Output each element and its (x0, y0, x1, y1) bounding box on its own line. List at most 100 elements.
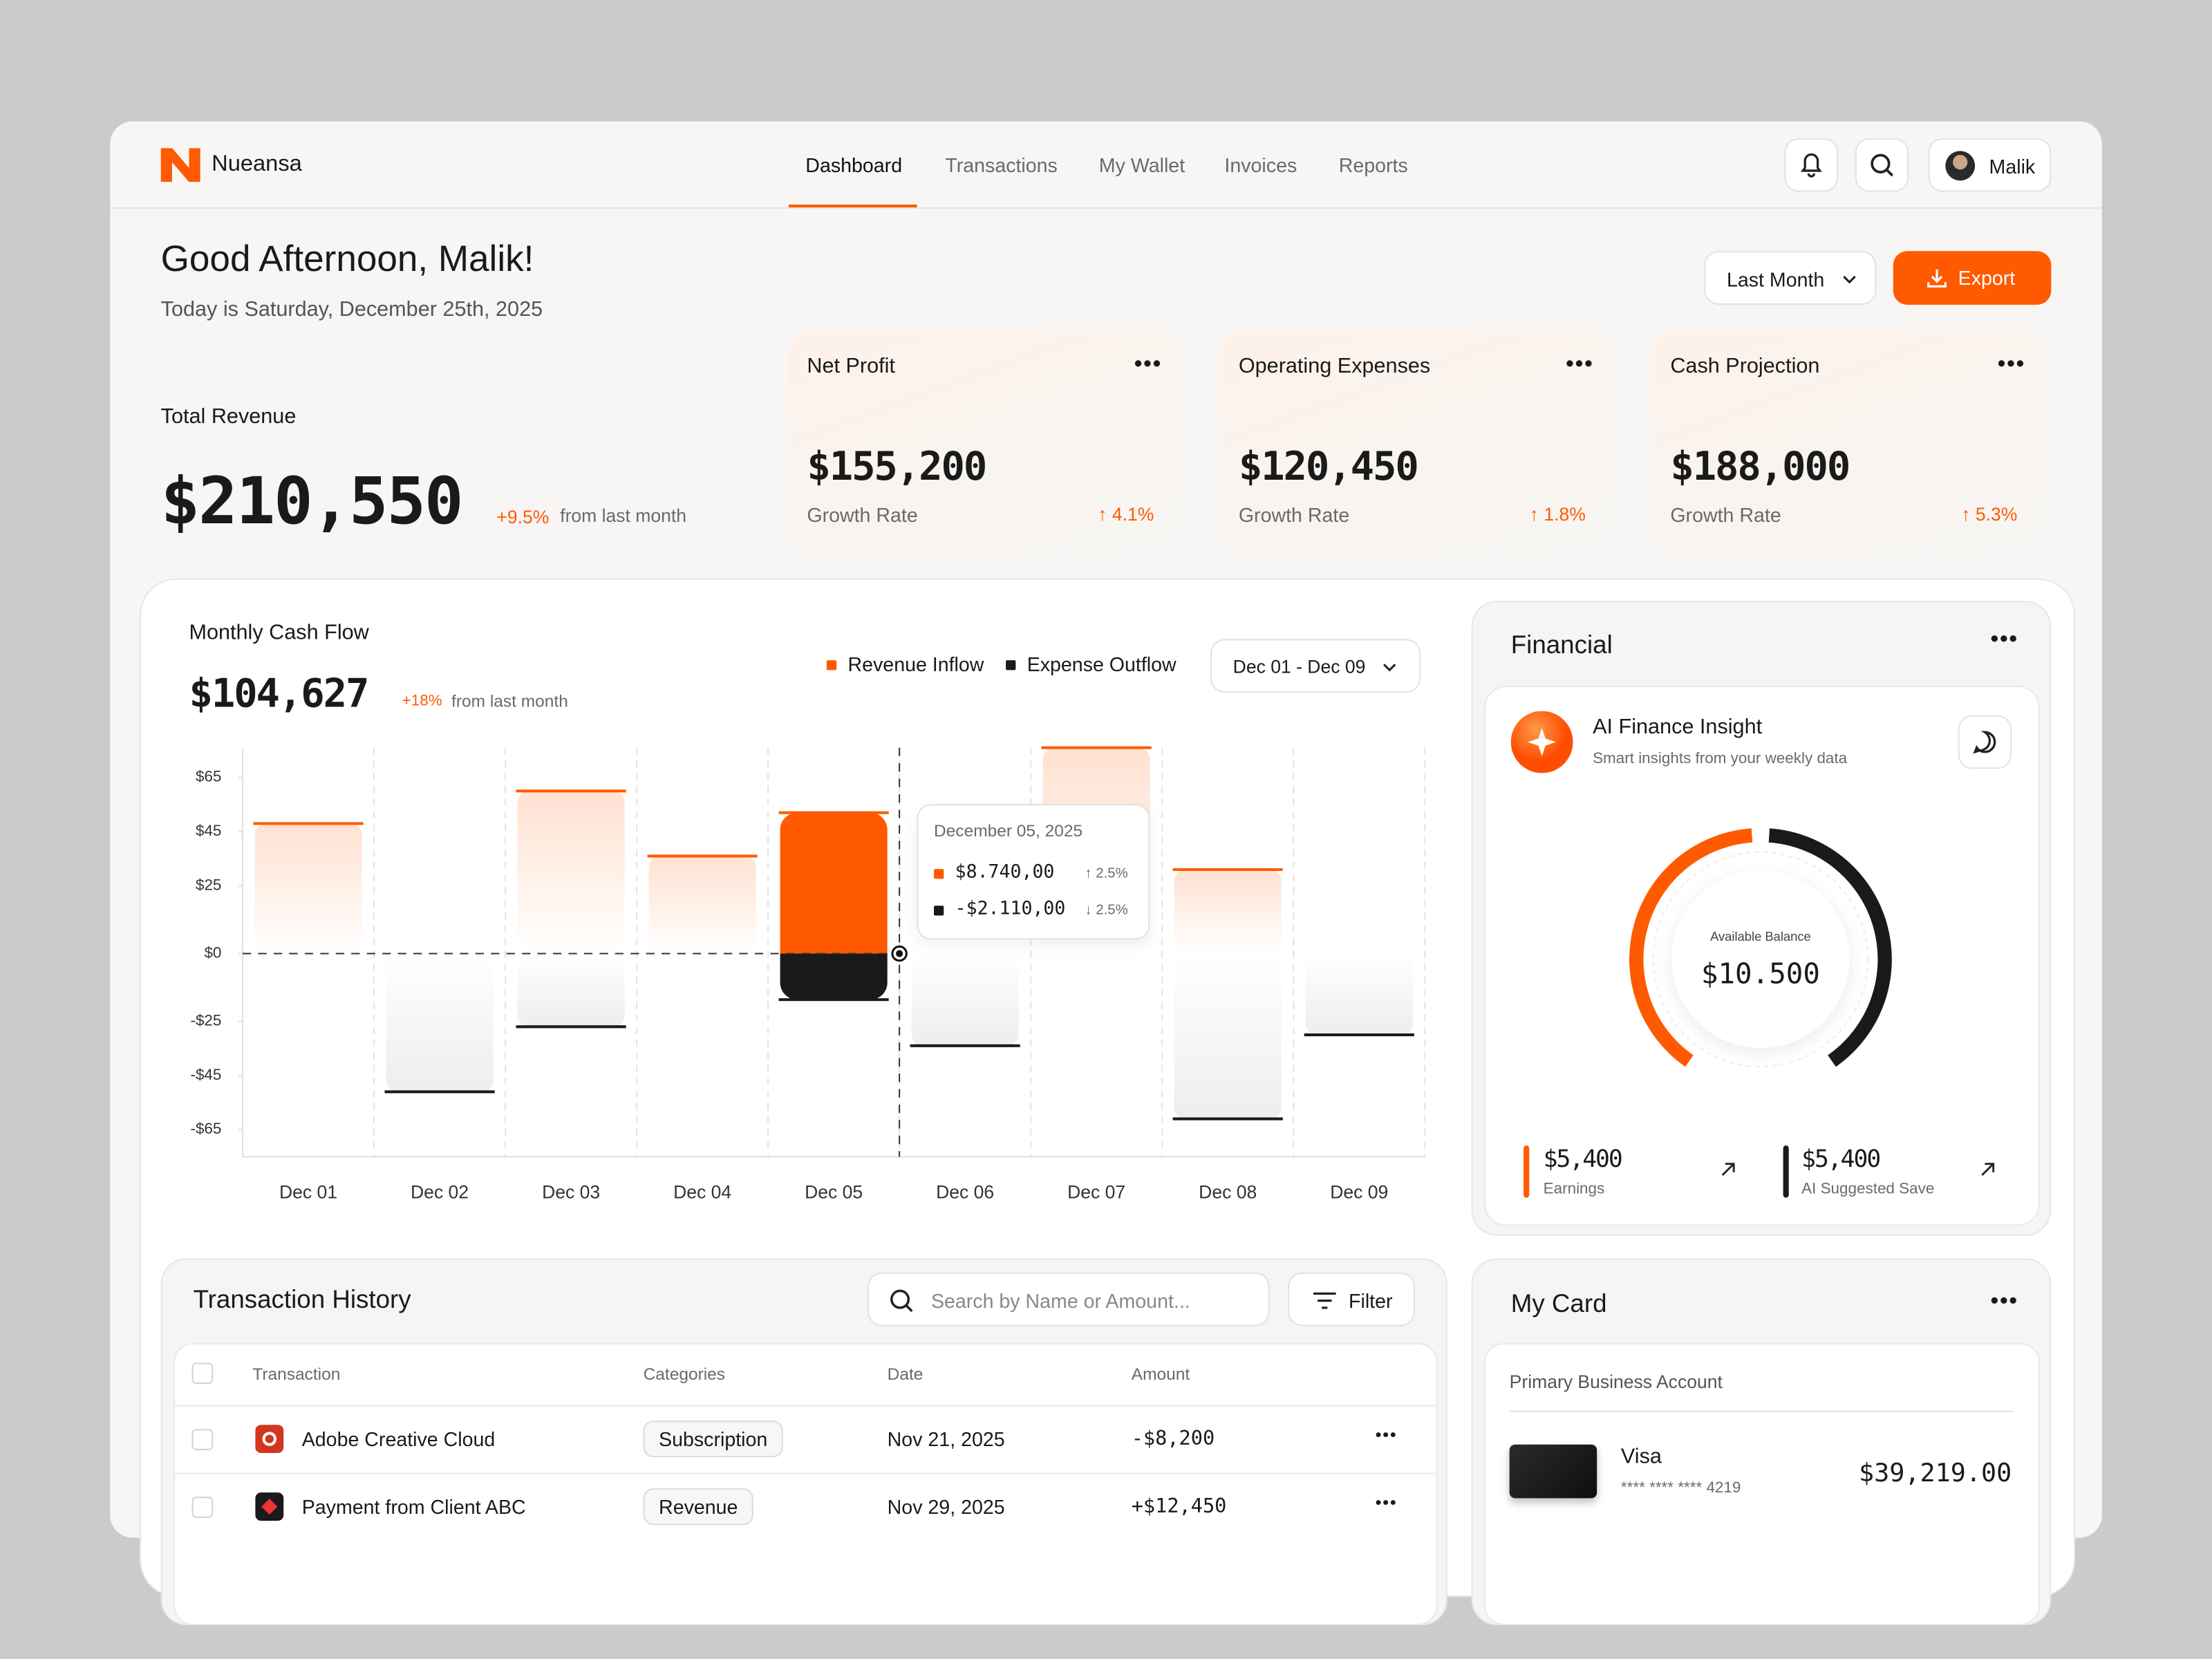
stat-label: Earnings (1543, 1181, 1605, 1198)
revenue-value: $210,550 (160, 462, 464, 539)
row-divider (174, 1472, 1435, 1474)
legend-swatch (826, 660, 837, 671)
nav-item[interactable]: Transactions (945, 153, 1058, 177)
export-button[interactable]: Export (1893, 251, 2052, 305)
x-tick-label: Dec 09 (1330, 1182, 1388, 1203)
nav-item[interactable]: Dashboard (805, 153, 903, 177)
kpi-rate-label: Growth Rate (807, 503, 918, 527)
range-select[interactable]: Dec 01 - Dec 09 (1210, 639, 1421, 693)
nav-item[interactable]: Reports (1338, 153, 1408, 177)
value: 5.3% (1975, 503, 2018, 525)
search-placeholder: Search by Name or Amount... (930, 1289, 1190, 1312)
bell-button[interactable] (1784, 138, 1839, 192)
stat-value: $5,400 (1543, 1145, 1623, 1174)
insight-subtitle: Smart insights from your weekly data (1593, 750, 1848, 768)
card-balance: $39,219.00 (1859, 1459, 2012, 1489)
legend-label: Revenue Inflow (848, 654, 984, 676)
swatch (934, 906, 944, 916)
transaction-name: Adobe Creative Cloud (301, 1427, 496, 1450)
value: 4.1% (1112, 503, 1154, 525)
column-header: Amount (1131, 1364, 1190, 1385)
search-button[interactable] (1855, 138, 1909, 192)
arrow-icon[interactable] (1979, 1161, 1996, 1178)
filter-button[interactable]: Filter (1288, 1272, 1415, 1327)
date-line: Today is Saturday, December 25th, 2025 (160, 297, 543, 322)
chat-icon (1973, 731, 1996, 754)
shape (1313, 1292, 1336, 1309)
checkbox[interactable] (191, 1362, 214, 1385)
period: Last Month (1726, 268, 1825, 291)
kpi-title: Operating Expenses (1238, 354, 1431, 378)
shape (905, 1304, 913, 1313)
app-icon (255, 1492, 284, 1521)
shape (160, 148, 200, 182)
row-divider (174, 1405, 1435, 1407)
more-button[interactable]: ••• (1990, 1289, 2019, 1313)
ai-icon (1510, 711, 1573, 774)
shape (1768, 828, 1892, 1067)
y-tick-label: -$25 (190, 1011, 221, 1029)
legend-swatch (1006, 660, 1016, 671)
card-image (1509, 1444, 1597, 1499)
stat-bar (1524, 1145, 1530, 1198)
shape (1973, 731, 1996, 754)
more-button[interactable]: ••• (1134, 353, 1163, 377)
search-input[interactable]: Search by Name or Amount... (868, 1272, 1270, 1327)
revenue-change: +9.5% (496, 506, 550, 528)
kpi-card: Operating Expenses ••• $120,450 Growth R… (1219, 330, 1614, 550)
shape (1800, 153, 1822, 178)
y-tick-label: $65 (196, 768, 221, 785)
cashflow-value: $104,627 (189, 670, 369, 717)
column-header: Date (887, 1364, 924, 1385)
arrow-icon[interactable] (1720, 1161, 1736, 1178)
bar (911, 953, 1019, 1046)
shape (1671, 870, 1850, 1049)
row-menu[interactable]: ••• (1375, 1492, 1398, 1512)
transaction-name: Payment from Client ABC (301, 1495, 526, 1518)
kpi-card: Net Profit ••• $155,200 Growth Rate ↑ 4.… (787, 330, 1183, 550)
nav-item[interactable]: My Wallet (1098, 153, 1185, 177)
category-pill: Subscription (643, 1421, 783, 1458)
transaction-amount: +$12,450 (1131, 1495, 1227, 1518)
shape (1382, 664, 1396, 672)
tooltip-outflow-change: ↓ 2.5% (1085, 903, 1128, 919)
y-tick-label: $25 (196, 876, 221, 893)
shape (1871, 153, 1891, 174)
user-menu[interactable]: Malik (1928, 138, 2052, 192)
card-number: **** **** **** 4219 (1620, 1479, 1741, 1497)
transactions-title: Transaction History (193, 1285, 411, 1313)
x-tick-label: Dec 07 (1067, 1182, 1125, 1203)
value: 2.5% (1096, 903, 1128, 919)
more-button[interactable]: ••• (1990, 628, 2019, 652)
kpi-title: Cash Projection (1670, 354, 1820, 378)
financial-title: Financial (1510, 630, 1613, 659)
shape (1652, 851, 1869, 1067)
divider (1509, 1410, 2014, 1412)
period-select[interactable]: Last Month (1704, 251, 1877, 305)
stat-value: $5,400 (1801, 1145, 1881, 1174)
chat-button[interactable] (1958, 715, 2012, 769)
shape (1629, 828, 1753, 1067)
kpi-rate: ↑ 1.8% (1529, 503, 1586, 525)
swatch (934, 869, 944, 879)
app-icon (255, 1425, 284, 1454)
filter-icon (1313, 1292, 1336, 1309)
checkbox[interactable] (191, 1497, 214, 1518)
checkbox[interactable] (191, 1429, 214, 1450)
shape (890, 1289, 910, 1309)
kpi-rate: ↑ 4.1% (1098, 503, 1154, 525)
x-tick-label: Dec 03 (542, 1182, 600, 1203)
nav-item[interactable]: Invoices (1224, 153, 1297, 177)
legend-label: Expense Outflow (1027, 654, 1177, 676)
more-button[interactable]: ••• (1566, 353, 1594, 377)
value: 2.5% (1096, 866, 1128, 882)
x-tick-label: Dec 04 (673, 1182, 731, 1203)
category-pill: Revenue (643, 1488, 753, 1526)
row-menu[interactable]: ••• (1375, 1425, 1398, 1445)
more-button[interactable]: ••• (1997, 353, 2026, 377)
chevron (1843, 275, 1856, 284)
glyph (261, 1499, 278, 1515)
export-label: Export (1958, 266, 2016, 290)
my-card: My Card ••• (1471, 1258, 2052, 1626)
